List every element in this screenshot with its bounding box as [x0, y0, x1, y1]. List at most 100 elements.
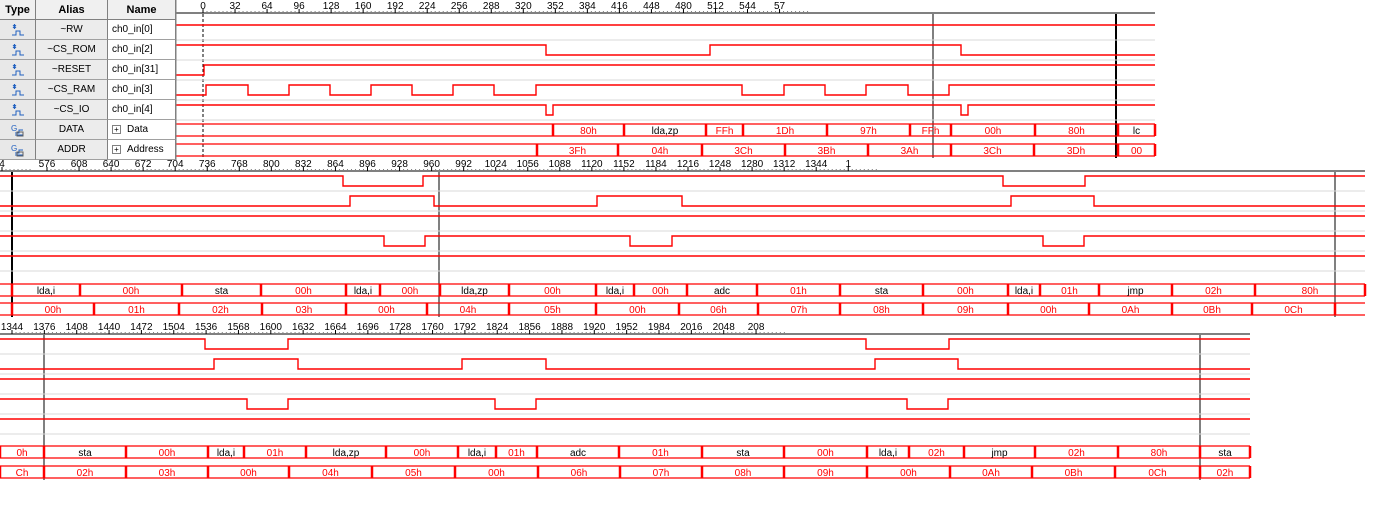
ruler-label: 1: [845, 159, 851, 170]
signal-row-type[interactable]: [0, 20, 36, 40]
ruler-label: 1472: [130, 322, 153, 333]
signal-trace: [0, 235, 1365, 247]
signal-trace: [0, 358, 1250, 370]
ruler-label: 320: [515, 1, 532, 12]
ruler-label: 544: [739, 1, 756, 12]
data-bus-value: lda,i: [1015, 286, 1033, 297]
data-bus-value: 00h: [544, 286, 561, 297]
signal-trace: [0, 195, 1365, 207]
addr-bus-value: 3Dh: [1067, 146, 1085, 157]
addr-bus-value: 3Bh: [818, 146, 836, 157]
signal-name-label: ch0_in[4]: [112, 104, 153, 115]
ruler-label: 128: [323, 1, 340, 12]
ruler-label: 1504: [163, 322, 186, 333]
ruler-label: 1280: [741, 159, 764, 170]
addr-bus-value: 08h: [873, 305, 890, 316]
data-bus-value: 00h: [123, 286, 140, 297]
ruler-label: 1024: [485, 159, 508, 170]
data-bus-value: lda,i: [879, 448, 897, 459]
data-bus-value: 00h: [402, 286, 419, 297]
addr-bus-value: 00h: [378, 305, 395, 316]
ruler-label: 608: [71, 159, 88, 170]
signal-alias[interactable]: ~RESET: [36, 60, 108, 80]
signal-row-type[interactable]: G: [0, 120, 36, 140]
data-bus-value: lda,zp: [652, 126, 679, 137]
ruler-label: 1664: [324, 322, 347, 333]
addr-bus-value: 00h: [1040, 305, 1057, 316]
ruler-label: 2016: [680, 322, 703, 333]
input-signal-icon: [10, 23, 26, 37]
signal-alias[interactable]: ~CS_IO: [36, 100, 108, 120]
ruler-label: 1344: [1, 322, 24, 333]
addr-bus-value: 00h: [45, 305, 62, 316]
column-header-name[interactable]: Name: [108, 0, 176, 20]
addr-bus-value: 02h: [1217, 468, 1234, 479]
data-bus-value: adc: [570, 448, 586, 459]
data-bus-value: 80h: [580, 126, 597, 137]
signal-alias[interactable]: ~CS_ROM: [36, 40, 108, 60]
ruler-label: 160: [355, 1, 372, 12]
addr-bus-value: 02h: [212, 305, 229, 316]
ruler-label: 1344: [805, 159, 828, 170]
signal-alias[interactable]: DATA: [36, 120, 108, 140]
data-bus-value: 00h: [295, 286, 312, 297]
input-signal-icon: [10, 83, 26, 97]
ruler-label: 736: [199, 159, 216, 170]
ruler-label: 1920: [583, 322, 606, 333]
data-bus-value: 80h: [1151, 448, 1168, 459]
data-bus-value: jmp: [1126, 286, 1144, 297]
addr-bus-value: 09h: [957, 305, 974, 316]
ruler-label: 1568: [227, 322, 250, 333]
addr-bus-value: 0Ah: [982, 468, 1000, 479]
signal-trace: [176, 64, 1155, 76]
ruler-label: 1376: [33, 322, 56, 333]
ruler-label: 1856: [518, 322, 541, 333]
data-bus-value: 01h: [1061, 286, 1078, 297]
data-bus-value: 00h: [652, 286, 669, 297]
data-bus-value: 02h: [1205, 286, 1222, 297]
signal-name[interactable]: + Address: [108, 140, 176, 160]
ruler-label: 1120: [581, 159, 603, 170]
signal-name-label: ch0_in[3]: [112, 84, 153, 95]
data-bus-value: sta: [736, 448, 750, 459]
signal-alias[interactable]: ~CS_RAM: [36, 80, 108, 100]
signal-row-type[interactable]: G: [0, 140, 36, 160]
data-bus-value: 00h: [414, 448, 431, 459]
signal-row-type[interactable]: [0, 80, 36, 100]
ruler-label: 512: [707, 1, 724, 12]
ruler-label: 928: [391, 159, 408, 170]
signal-alias[interactable]: ~RW: [36, 20, 108, 40]
signal-row-type[interactable]: [0, 40, 36, 60]
ruler-label: 896: [359, 159, 376, 170]
column-header-alias[interactable]: Alias: [36, 0, 108, 20]
addr-bus-value: 00h: [900, 468, 917, 479]
ruler-label: 1056: [517, 159, 540, 170]
addr-bus-value: 00h: [240, 468, 257, 479]
ruler-label: 864: [327, 159, 344, 170]
ruler-label: 800: [263, 159, 280, 170]
column-header-type[interactable]: Type: [0, 0, 36, 20]
data-bus-value: lda,i: [468, 448, 486, 459]
addr-bus-value: 09h: [817, 468, 834, 479]
data-bus-value: 00h: [957, 286, 974, 297]
ruler-label: 57: [774, 1, 786, 12]
ruler-label: 0: [200, 1, 206, 12]
ruler-label: 224: [419, 1, 436, 12]
expand-icon[interactable]: +: [112, 125, 121, 134]
signal-alias[interactable]: ADDR: [36, 140, 108, 160]
data-bus-value: 02h: [928, 448, 945, 459]
input-signal-icon: [10, 103, 26, 117]
signal-row-type[interactable]: [0, 60, 36, 80]
addr-bus-value: 07h: [791, 305, 808, 316]
signal-row-type[interactable]: [0, 100, 36, 120]
data-bus-value: 01h: [267, 448, 284, 459]
ruler-label: 1824: [486, 322, 509, 333]
data-bus-value: 00h: [817, 448, 834, 459]
expand-icon[interactable]: +: [112, 145, 121, 154]
data-bus-value: sta: [78, 448, 92, 459]
data-bus-value: jmp: [990, 448, 1008, 459]
addr-bus-value: Ch: [16, 468, 29, 479]
data-bus-value: lda,i: [606, 286, 624, 297]
ruler-label: 672: [135, 159, 152, 170]
